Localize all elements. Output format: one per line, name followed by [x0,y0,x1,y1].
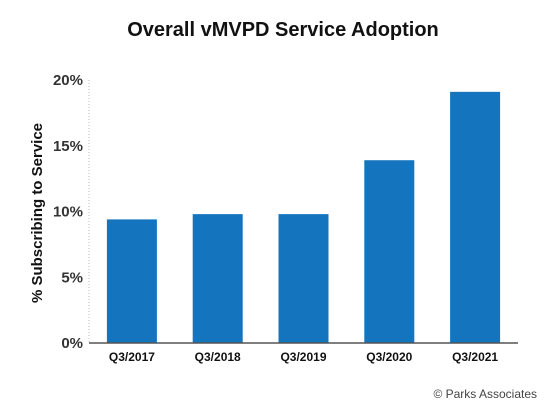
x-tick-label: Q3/2017 [109,350,155,364]
y-tick-label: 20% [53,72,83,89]
y-axis-label: % Subscribing to Service [29,123,46,303]
x-tick-labels: Q3/2017 Q3/2018 Q3/2019 Q3/2020 Q3/2021 [109,350,499,364]
x-tick-label: Q3/2020 [366,350,412,364]
bar-q3-2017 [106,219,157,343]
x-tick-label: Q3/2018 [195,350,241,364]
y-tick-label: 0% [61,335,83,352]
y-tick-labels: 0% 5% 10% 15% 20% [53,72,83,352]
bars [106,91,501,344]
x-tick-label: Q3/2019 [280,350,326,364]
chart-title: Overall vMVPD Service Adoption [127,19,439,41]
y-tick-label: 10% [53,204,83,221]
y-tick-label: 15% [53,138,83,155]
x-tick-label: Q3/2021 [452,350,498,364]
y-tick-label: 5% [61,269,83,286]
bar-q3-2020 [364,160,415,343]
bar-q3-2018 [192,214,243,343]
source-credit: © Parks Associates [433,387,537,401]
bar-q3-2019 [278,214,329,343]
bar-q3-2021 [450,91,501,344]
